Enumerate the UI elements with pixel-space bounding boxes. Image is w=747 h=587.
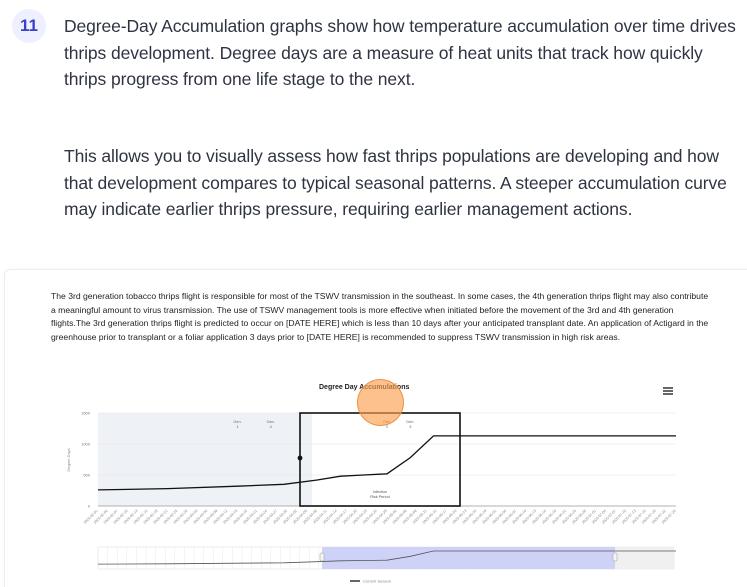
svg-text:Gen.: Gen.	[267, 420, 275, 424]
hamburger-menu-icon[interactable]	[663, 387, 673, 395]
x-axis-ticks: 2025-02-012025-02-042025-02-072025-02-10…	[83, 509, 677, 525]
legend-item-current-season[interactable]: Current Season	[350, 579, 391, 584]
svg-text:Gen.: Gen.	[406, 420, 414, 424]
navigator[interactable]	[97, 546, 676, 570]
risk-label-line2: Risk Period	[370, 495, 389, 499]
svg-text:1500: 1500	[81, 411, 91, 416]
svg-text:1: 1	[236, 425, 238, 429]
intro-paragraph-2: This allows you to visually assess how f…	[64, 146, 727, 219]
navigator-handle-right[interactable]	[612, 552, 618, 562]
y-axis-ticks: 0 500 1000 1500	[81, 411, 91, 509]
svg-text:Current Season: Current Season	[363, 579, 391, 584]
svg-text:4: 4	[270, 425, 272, 429]
current-season-line	[97, 435, 676, 491]
y-axis-label: Degree Days	[66, 448, 71, 471]
intro-paragraph-1: Degree-Day Accumulation graphs show how …	[64, 16, 736, 89]
risk-label-line1: Infection	[373, 490, 387, 494]
svg-text:2: 2	[386, 425, 388, 429]
step-number-badge: 11	[12, 9, 46, 43]
current-point-marker[interactable]	[297, 455, 303, 461]
navigator-series-line	[97, 550, 676, 565]
shaded-band	[98, 413, 312, 506]
svg-text:500: 500	[83, 473, 90, 478]
svg-text:1000: 1000	[81, 442, 91, 447]
advisory-text: The 3rd generation tobacco thrips flight…	[51, 291, 709, 342]
touch-indicator	[357, 379, 404, 426]
navigator-selection[interactable]	[322, 547, 615, 569]
navigator-handle-left[interactable]	[319, 552, 325, 562]
svg-text:3: 3	[409, 425, 411, 429]
navigator-unselected-right	[615, 547, 674, 569]
svg-text:Gen.: Gen.	[233, 420, 241, 424]
svg-text:0: 0	[88, 504, 91, 509]
